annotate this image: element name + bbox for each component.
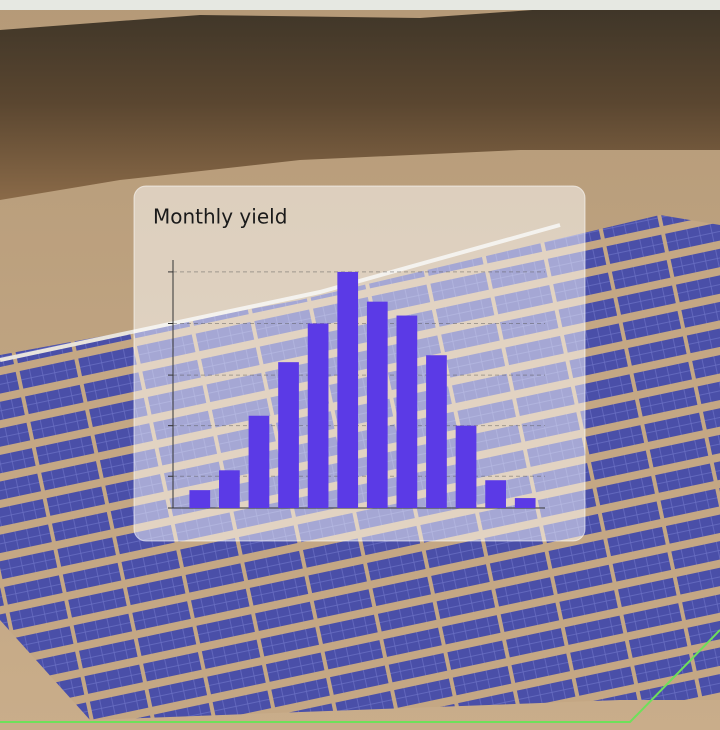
chart-title: Monthly yield [153, 205, 287, 229]
bar [219, 470, 240, 508]
sky [0, 0, 720, 10]
hills [0, 5, 720, 200]
bar [248, 415, 270, 508]
bar [278, 362, 299, 508]
bar [426, 355, 447, 508]
bar [514, 498, 536, 508]
bar [307, 323, 329, 508]
bar [366, 301, 388, 508]
bar [485, 480, 506, 508]
bar [189, 490, 211, 508]
bar [396, 315, 418, 508]
boundary-line [0, 629, 720, 723]
bar [337, 271, 359, 508]
plot [168, 260, 545, 509]
bar [455, 425, 477, 508]
chart-panel [133, 185, 586, 542]
